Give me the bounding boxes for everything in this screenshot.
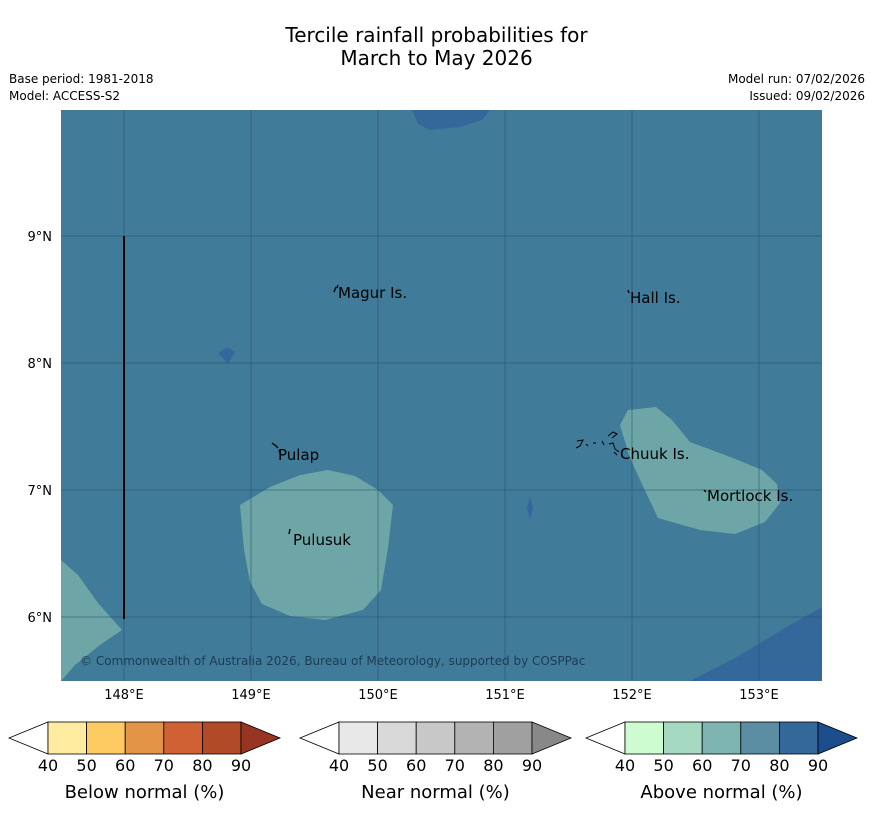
legend-swatch bbox=[531, 721, 573, 755]
above-normal-legend: 40 50 60 70 80 90 Above normal (%) bbox=[584, 721, 859, 803]
legend-tick-label: 90 bbox=[522, 756, 542, 775]
legend-swatch bbox=[201, 721, 242, 755]
lat-label-8: 8°N bbox=[28, 357, 53, 372]
legend-tick-label: 70 bbox=[445, 756, 465, 775]
legend-title: Above normal (%) bbox=[640, 782, 802, 803]
lat-label-6: 6°N bbox=[28, 611, 53, 626]
legend-swatch bbox=[701, 721, 742, 755]
legend-swatch bbox=[740, 721, 780, 755]
above-80-region-southeast bbox=[690, 607, 822, 681]
legend-swatch bbox=[377, 721, 417, 755]
legend-swatch bbox=[779, 721, 819, 755]
label-hall: Hall Is. bbox=[630, 289, 681, 307]
legend-swatch bbox=[492, 721, 533, 755]
legend-tick-label: 70 bbox=[731, 756, 751, 775]
legend-swatch bbox=[415, 721, 456, 755]
label-magur: Magur Is. bbox=[338, 284, 407, 302]
place-labels: Magur Is. Hall Is. Pulap Chuuk Is. Mortl… bbox=[278, 284, 793, 549]
near-normal-legend: 40 50 60 70 80 90 Near normal (%) bbox=[298, 721, 573, 803]
legend-swatch bbox=[7, 721, 49, 755]
legend-tick-label: 50 bbox=[76, 756, 96, 775]
legend-swatch bbox=[298, 721, 340, 755]
above-60-region-pulusuk bbox=[240, 470, 393, 620]
above-60-region-chuuk bbox=[620, 407, 780, 534]
above-80-region-north bbox=[412, 110, 490, 130]
legend-tick-label: 60 bbox=[115, 756, 135, 775]
legend-swatch bbox=[86, 721, 126, 755]
mortlock-island bbox=[703, 489, 707, 493]
graticule bbox=[61, 110, 822, 681]
legend-title: Near normal (%) bbox=[361, 782, 510, 803]
lon-label-151: 151°E bbox=[485, 688, 525, 703]
legend-swatch bbox=[817, 721, 859, 755]
lat-label-9: 9°N bbox=[28, 230, 53, 245]
above-80-spot-central bbox=[527, 496, 533, 520]
legend-tick-label: 40 bbox=[329, 756, 349, 775]
lon-label-150: 150°E bbox=[358, 688, 398, 703]
label-chuuk: Chuuk Is. bbox=[620, 445, 689, 463]
legend-tick-label: 80 bbox=[769, 756, 789, 775]
label-mortlock: Mortlock Is. bbox=[707, 487, 793, 505]
title-line-1: Tercile rainfall probabilities for bbox=[285, 23, 588, 47]
legend-swatch bbox=[47, 721, 87, 755]
legend-tick-label: 50 bbox=[367, 756, 387, 775]
ocean-fill bbox=[61, 110, 822, 681]
latitude-labels: 9°N 8°N 7°N 6°N bbox=[28, 230, 53, 626]
lon-label-149: 149°E bbox=[231, 688, 271, 703]
base-period-text: Base period: 1981-2018 bbox=[9, 72, 154, 86]
legend-swatch bbox=[624, 721, 664, 755]
chuuk-lagoon bbox=[575, 431, 620, 456]
legend-title: Below normal (%) bbox=[65, 782, 225, 803]
model-run-text: Model run: 07/02/2026 bbox=[727, 72, 865, 86]
legend-tick-label: 50 bbox=[653, 756, 673, 775]
hall-island bbox=[627, 289, 630, 294]
below-normal-legend: 40 50 60 70 80 90 Below normal (%) bbox=[7, 721, 282, 803]
copyright-text: © Commonwealth of Australia 2026, Bureau… bbox=[80, 654, 585, 668]
legend-swatch bbox=[584, 721, 626, 755]
label-pulap: Pulap bbox=[278, 446, 319, 464]
islands bbox=[271, 284, 707, 535]
label-pulusuk: Pulusuk bbox=[293, 531, 351, 549]
legend-tick-label: 80 bbox=[483, 756, 503, 775]
map-area bbox=[61, 110, 822, 681]
legend-tick-label: 40 bbox=[615, 756, 635, 775]
pulap-island bbox=[271, 442, 281, 454]
legend-tick-label: 70 bbox=[154, 756, 174, 775]
legends: 40 50 60 70 80 90 Below normal (%) 40 50 60 70 80 90… bbox=[7, 721, 859, 803]
lat-label-7: 7°N bbox=[28, 484, 53, 499]
issued-text: Issued: 09/02/2026 bbox=[749, 89, 865, 103]
legend-swatch bbox=[163, 721, 203, 755]
lon-label-152: 152°E bbox=[612, 688, 652, 703]
legend-swatch bbox=[663, 721, 703, 755]
legend-tick-label: 80 bbox=[192, 756, 212, 775]
longitude-labels: 148°E 149°E 150°E 151°E 152°E 153°E bbox=[104, 688, 779, 703]
legend-swatch bbox=[338, 721, 378, 755]
legend-tick-label: 60 bbox=[692, 756, 712, 775]
above-80-spot-west bbox=[218, 347, 235, 364]
title-line-2: March to May 2026 bbox=[340, 46, 533, 70]
legend-swatch bbox=[124, 721, 165, 755]
magur-island bbox=[333, 284, 339, 293]
model-text: Model: ACCESS-S2 bbox=[9, 89, 121, 103]
legend-tick-label: 40 bbox=[38, 756, 58, 775]
legend-swatch bbox=[454, 721, 494, 755]
above-60-region-southwest bbox=[61, 560, 122, 681]
legend-swatch bbox=[240, 721, 282, 755]
pulusuk-island bbox=[288, 528, 291, 535]
lon-label-153: 153°E bbox=[739, 688, 779, 703]
lon-label-148: 148°E bbox=[104, 688, 144, 703]
legend-tick-label: 60 bbox=[406, 756, 426, 775]
legend-tick-label: 90 bbox=[808, 756, 828, 775]
legend-tick-label: 90 bbox=[231, 756, 251, 775]
